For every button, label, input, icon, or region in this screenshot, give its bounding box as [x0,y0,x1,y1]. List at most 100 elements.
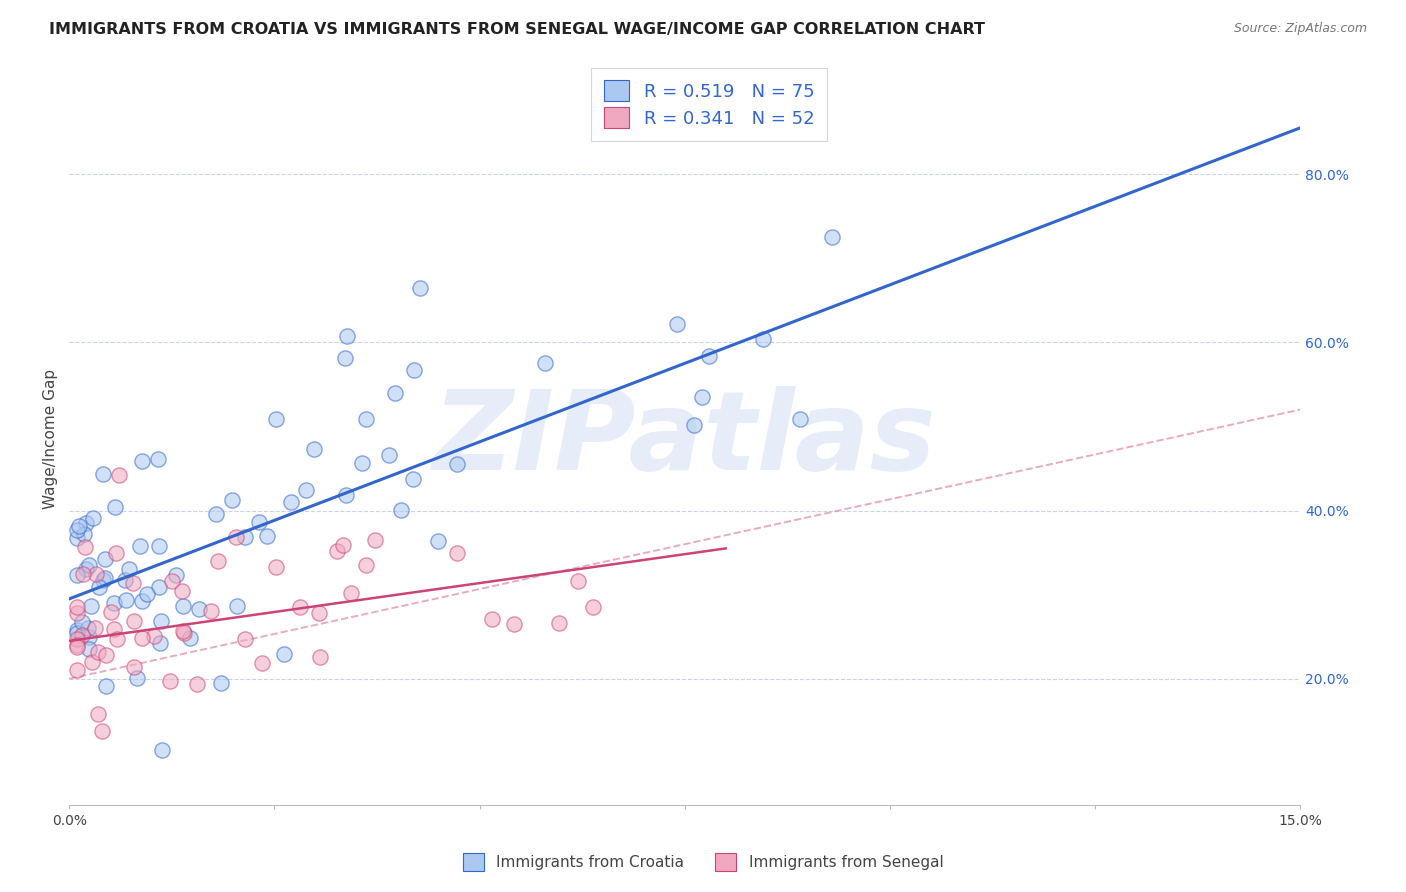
Point [66,523,89,537]
Point [94,552,117,566]
Point [72,566,94,581]
Point [103,622,125,636]
Point [364,533,387,547]
Point [80,655,103,669]
Point [402,472,425,486]
Point [75,541,97,555]
Point [170,584,193,599]
Point [122,660,145,674]
Point [86,645,108,659]
Point [77,631,100,645]
Point [162,574,184,588]
Point [294,483,316,497]
Point [308,606,330,620]
Point [118,562,141,576]
Text: IMMIGRANTS FROM CROATIA VS IMMIGRANTS FROM SENEGAL WAGE/INCOME GAP CORRELATION C: IMMIGRANTS FROM CROATIA VS IMMIGRANTS FR… [49,22,986,37]
Point [94,679,117,693]
Point [104,546,127,560]
Point [79,641,101,656]
Point [91,573,114,587]
Point [90,723,112,738]
Point [142,629,165,643]
Point [683,417,706,432]
Point [264,560,287,574]
Point [129,539,152,553]
Point [233,530,256,544]
Point [100,605,122,619]
Point [384,385,406,400]
Point [350,456,373,470]
Point [446,546,468,560]
Point [409,281,432,295]
Point [84,621,107,635]
Point [186,677,208,691]
Point [115,593,138,607]
Point [82,511,104,525]
Point [534,356,557,370]
Point [699,350,721,364]
Point [690,390,713,404]
Point [67,518,90,533]
Point [107,467,129,482]
Point [70,615,93,629]
Point [427,534,450,549]
Point [172,599,194,613]
Point [114,573,136,587]
Point [122,615,145,629]
Point [354,558,377,573]
Point [172,624,194,638]
Point [75,516,97,530]
Point [567,574,589,588]
Point [105,632,128,647]
Point [131,454,153,468]
Point [389,502,412,516]
Point [179,631,201,645]
Point [235,632,257,646]
Point [148,580,170,594]
Point [335,488,357,502]
Point [548,615,571,630]
Point [752,332,775,346]
Legend: Immigrants from Croatia, Immigrants from Senegal: Immigrants from Croatia, Immigrants from… [457,847,949,877]
Point [66,606,89,620]
Point [209,676,232,690]
Point [75,562,97,576]
Point [789,412,811,426]
Point [336,328,359,343]
Point [339,586,361,600]
Point [66,531,89,545]
Point [200,604,222,618]
Point [159,673,181,688]
Point [94,571,117,585]
Point [187,602,209,616]
Legend: R = 0.519   N = 75, R = 0.341   N = 52: R = 0.519 N = 75, R = 0.341 N = 52 [592,68,827,141]
Point [221,492,243,507]
Point [821,230,844,244]
Point [66,632,89,646]
Point [225,530,247,544]
Point [304,442,326,456]
Point [66,625,89,640]
Point [354,412,377,426]
Point [104,500,127,515]
Point [91,467,114,481]
Point [150,615,173,629]
Point [152,743,174,757]
Point [446,458,468,472]
Point [250,656,273,670]
Point [205,507,228,521]
Point [247,515,270,529]
Point [404,363,426,377]
Point [335,351,357,366]
Point [66,638,89,652]
Point [502,617,524,632]
Point [332,538,354,552]
Point [173,626,195,640]
Point [125,671,148,685]
Y-axis label: Wage/Income Gap: Wage/Income Gap [44,369,58,509]
Point [73,527,96,541]
Point [87,706,110,721]
Point [207,553,229,567]
Point [66,663,89,677]
Point [256,529,278,543]
